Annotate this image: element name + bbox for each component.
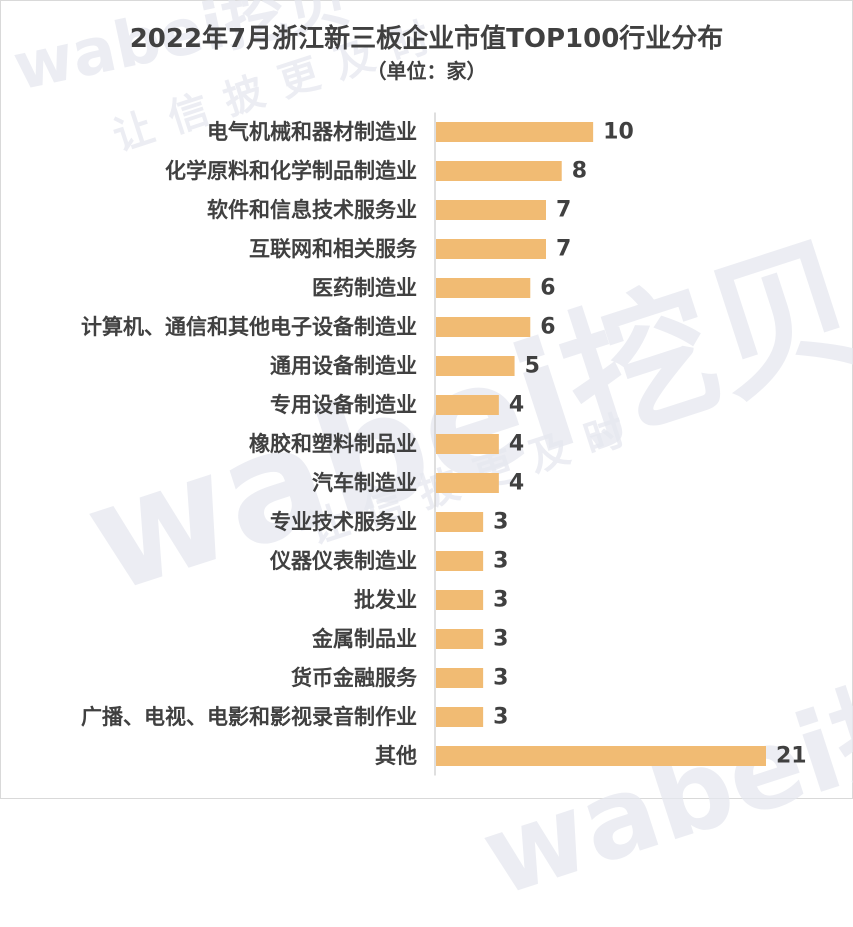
bar [436, 122, 594, 142]
category-label: 通用设备制造业 [270, 354, 417, 378]
bar [436, 161, 562, 181]
data-label: 4 [509, 393, 524, 418]
category-label: 计算机、通信和其他电子设备制造业 [81, 315, 417, 339]
bar [436, 707, 484, 727]
category-label: 金属制品业 [311, 627, 417, 651]
category-label: 专业技术服务业 [270, 510, 417, 534]
bar [436, 239, 546, 259]
chart-subtitle: （单位：家） [366, 59, 487, 83]
category-label: 其他 [375, 744, 417, 768]
data-label: 3 [493, 549, 508, 574]
bar [436, 668, 484, 688]
data-label: 10 [603, 120, 634, 145]
chart-frame [0, 0, 853, 799]
category-label: 互联网和相关服务 [249, 237, 418, 261]
data-label: 8 [572, 159, 587, 184]
data-label: 3 [493, 705, 508, 730]
data-label: 4 [509, 432, 524, 457]
bar [436, 278, 531, 298]
category-label: 医药制造业 [312, 276, 417, 300]
data-label: 7 [556, 237, 571, 262]
category-label: 汽车制造业 [312, 471, 417, 495]
category-label: 化学原料和化学制品制造业 [165, 159, 417, 183]
bar [436, 473, 499, 493]
category-label: 广播、电视、电影和影视录音制作业 [81, 705, 417, 729]
bar-chart: 电气机械和器材制造业 10 化学原料和化学制品制造业 8 软件和信息技术服务业 7 互联网和… [81, 112, 807, 776]
category-label: 电气机械和器材制造业 [207, 120, 417, 144]
bar [436, 317, 531, 337]
data-label: 6 [540, 276, 555, 301]
bar [436, 200, 546, 220]
data-label: 3 [493, 510, 508, 535]
data-label: 3 [493, 588, 508, 613]
data-label: 3 [493, 666, 508, 691]
bar [436, 590, 484, 610]
data-label: 4 [509, 471, 524, 496]
bar [436, 395, 499, 415]
bar [436, 512, 484, 532]
data-label: 7 [556, 198, 571, 223]
category-label: 软件和信息技术服务业 [207, 198, 417, 222]
category-label: 批发业 [354, 588, 417, 612]
category-label: 橡胶和塑料制品业 [249, 432, 417, 456]
category-label: 货币金融服务 [291, 666, 418, 690]
data-label: 6 [540, 315, 555, 340]
bar [436, 551, 484, 571]
bar [436, 629, 484, 649]
bar [436, 746, 766, 766]
category-label: 仪器仪表制造业 [269, 549, 417, 573]
category-label: 专用设备制造业 [270, 393, 417, 417]
chart-title: 2022年7月浙江新三板企业市值TOP100行业分布 [129, 24, 724, 54]
data-label: 5 [525, 354, 540, 379]
bar [436, 356, 515, 376]
data-label: 21 [776, 744, 807, 769]
data-label: 3 [493, 627, 508, 652]
bar [436, 434, 499, 454]
